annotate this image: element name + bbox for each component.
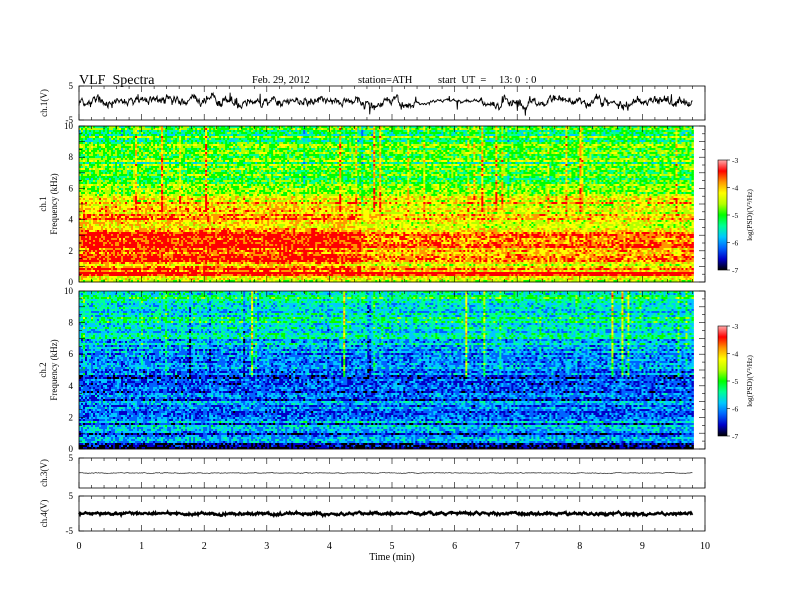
y-axis-label-ch1-waveform: ch.1(V) (39, 89, 49, 117)
waveform-trace-ch1-waveform (79, 93, 692, 116)
panel-ch1-waveform: 5-5 (66, 81, 706, 125)
y-tick-label: 5 (69, 81, 74, 91)
vlf-spectra-figure: 5-5 ch.1(V) 1086420-3-4-5-6-7log(PSD)(V²/H… (0, 0, 792, 612)
panels-layer: 5-5 ch.1(V) 1086420-3-4-5-6-7log(PSD)(V²/H… (38, 81, 754, 563)
